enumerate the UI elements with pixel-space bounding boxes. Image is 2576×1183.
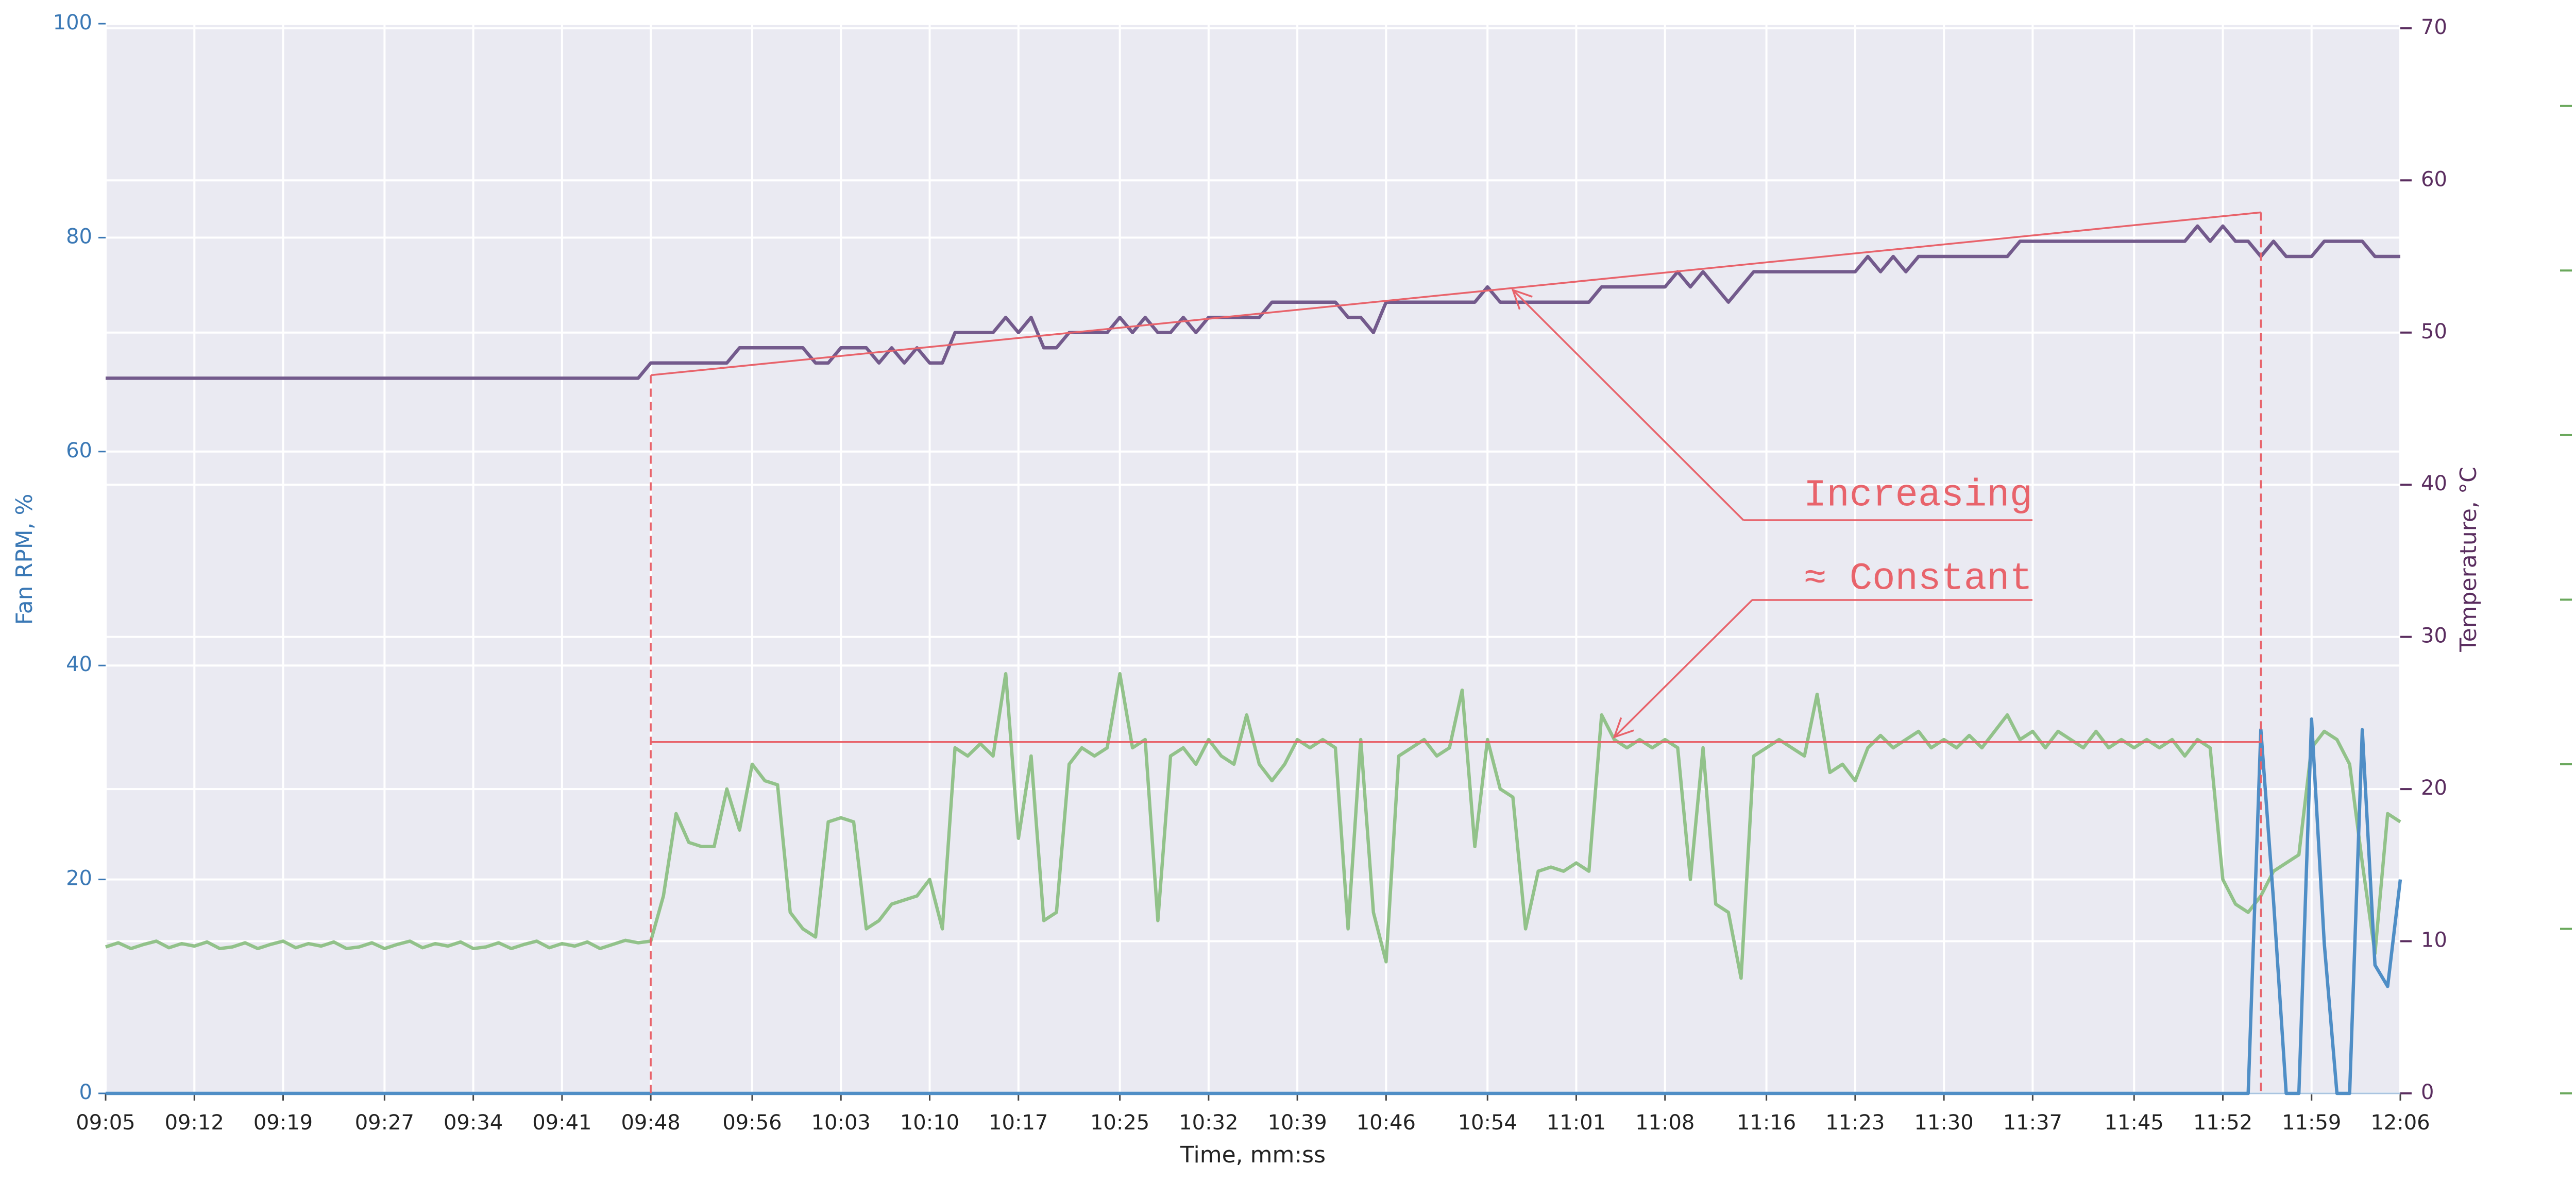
series-line <box>106 717 2402 1095</box>
plot-background <box>106 24 2400 1093</box>
y2-tick-label: 0 <box>2421 1081 2434 1104</box>
y-tick-label: 0 <box>79 1081 92 1104</box>
arrow-head <box>1511 288 1533 310</box>
x-tick-label: 10:25 <box>1090 1111 1149 1135</box>
y2-axis-title: Temperature, °C <box>2455 467 2482 652</box>
y2-tick-label: 30 <box>2421 624 2447 648</box>
y2-tick-label: 60 <box>2421 167 2447 191</box>
y-tick-label: 60 <box>66 439 92 462</box>
y2-tick-label: 10 <box>2421 929 2447 952</box>
x-tick-label: 09:12 <box>165 1111 224 1135</box>
series-line <box>105 672 2401 980</box>
trend-line <box>650 211 2261 376</box>
y2-tick-label: 50 <box>2421 320 2447 344</box>
arrow-head <box>1613 717 1634 739</box>
x-tick-label: 11:16 <box>1737 1111 1796 1135</box>
x-tick-label: 10:54 <box>1458 1111 1517 1135</box>
x-tick-label: 10:03 <box>811 1111 871 1135</box>
annotation-text: ≈ Constant <box>1804 558 2032 601</box>
annotation-arrow <box>1614 599 1753 738</box>
x-tick-label: 10:39 <box>1267 1111 1327 1135</box>
y-tick-label: 40 <box>66 653 92 676</box>
x-tick-label: 09:05 <box>76 1111 135 1135</box>
x-tick-label: 09:27 <box>355 1111 414 1135</box>
x-tick-label: 11:01 <box>1547 1111 1606 1135</box>
x-tick-label: 09:56 <box>722 1111 782 1135</box>
x-tick-label: 11:23 <box>1825 1111 1885 1135</box>
x-tick-label: 12:06 <box>2370 1111 2430 1135</box>
y-tick-label: 80 <box>66 225 92 248</box>
x-axis-title: Time, mm:ss <box>1180 1142 1326 1168</box>
series-line <box>106 224 2400 380</box>
x-tick-label: 11:30 <box>1914 1111 1973 1135</box>
annotation-text: Increasing <box>1804 474 2032 518</box>
x-tick-label: 09:19 <box>253 1111 313 1135</box>
x-tick-label: 09:34 <box>444 1111 503 1135</box>
y2-tick-label: 40 <box>2421 472 2447 495</box>
annotation-arrow <box>1512 289 1744 521</box>
x-tick-label: 09:48 <box>621 1111 680 1135</box>
x-tick-label: 10:17 <box>989 1111 1048 1135</box>
y-axis-title: Fan RPM, % <box>11 494 38 625</box>
y2-tick-label: 20 <box>2421 776 2447 800</box>
x-tick-label: 10:10 <box>900 1111 959 1135</box>
x-tick-label: 11:08 <box>1635 1111 1694 1135</box>
x-tick-label: 11:37 <box>2003 1111 2062 1135</box>
x-tick-label: 10:32 <box>1179 1111 1238 1135</box>
x-tick-label: 10:46 <box>1357 1111 1416 1135</box>
x-tick-label: 11:59 <box>2282 1111 2341 1135</box>
x-tick-label: 11:45 <box>2105 1111 2164 1135</box>
y-tick-label: 20 <box>66 867 92 890</box>
x-tick-label: 11:52 <box>2193 1111 2252 1135</box>
y-tick-label: 100 <box>53 11 92 35</box>
y2-tick-label: 70 <box>2421 15 2447 39</box>
x-tick-label: 09:41 <box>532 1111 591 1135</box>
